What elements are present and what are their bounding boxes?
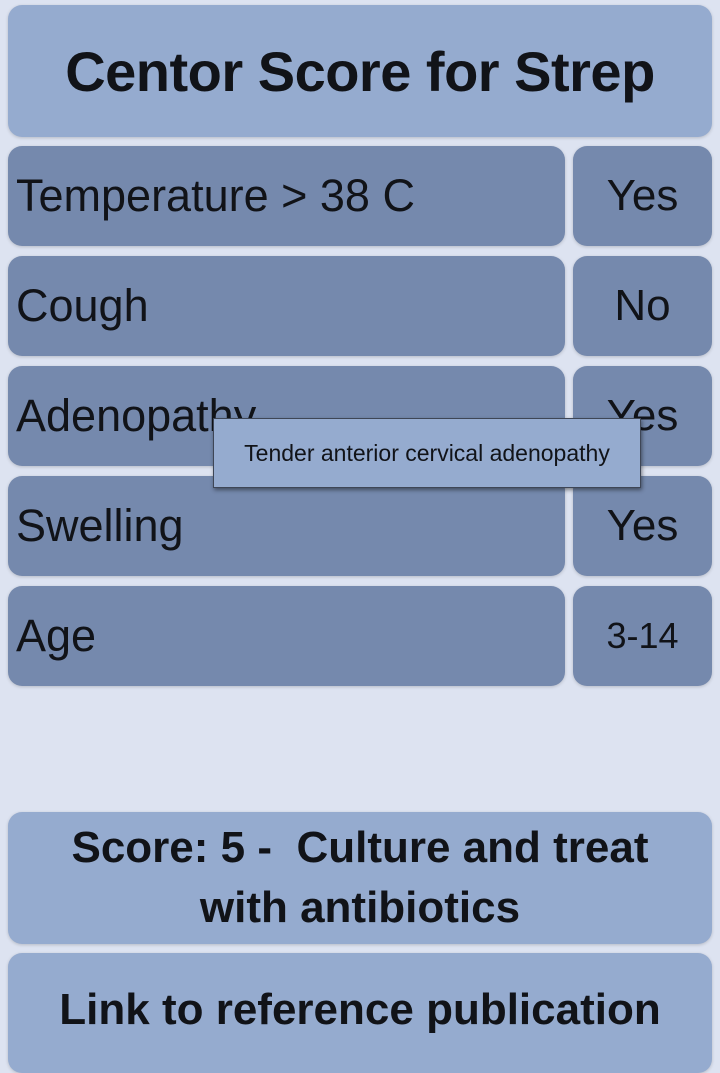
toggle-temperature[interactable]: Yes bbox=[573, 146, 712, 246]
criterion-label: Age bbox=[16, 610, 97, 661]
page-title-banner: Centor Score for Strep bbox=[8, 5, 712, 137]
select-age[interactable]: 3-14 bbox=[573, 586, 712, 686]
score-text: Score: 5 - Culture and treat with antibi… bbox=[71, 823, 661, 932]
tooltip-text: Tender anterior cervical adenopathy bbox=[244, 439, 610, 466]
criterion-value: Yes bbox=[606, 501, 679, 550]
reference-link-label: Link to reference publication bbox=[59, 985, 661, 1034]
criterion-cough[interactable]: Cough bbox=[8, 256, 565, 356]
criterion-value: Yes bbox=[606, 171, 679, 220]
criterion-age[interactable]: Age bbox=[8, 586, 565, 686]
criterion-temperature[interactable]: Temperature > 38 C bbox=[8, 146, 565, 246]
toggle-cough[interactable]: No bbox=[573, 256, 712, 356]
criterion-label: Cough bbox=[16, 280, 149, 331]
page-title: Centor Score for Strep bbox=[65, 39, 655, 103]
criterion-value: No bbox=[614, 281, 671, 330]
criterion-swelling[interactable]: Swelling bbox=[8, 476, 565, 576]
tooltip: Tender anterior cervical adenopathy bbox=[213, 418, 641, 488]
reference-link-button[interactable]: Link to reference publication bbox=[8, 953, 712, 1073]
criterion-label: Temperature > 38 C bbox=[16, 170, 415, 221]
toggle-swelling[interactable]: Yes bbox=[573, 476, 712, 576]
criterion-value: 3-14 bbox=[606, 615, 679, 656]
criterion-label: Swelling bbox=[16, 500, 184, 551]
score-result: Score: 5 - Culture and treat with antibi… bbox=[8, 812, 712, 944]
